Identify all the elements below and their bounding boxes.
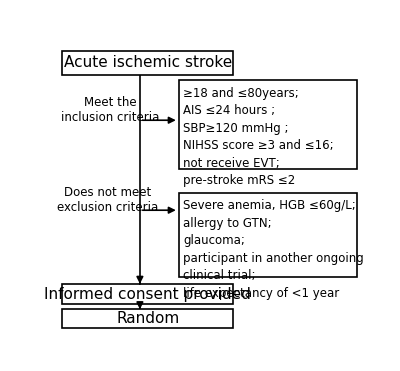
Text: Acute ischemic stroke: Acute ischemic stroke: [64, 55, 232, 70]
Text: ≥18 and ≤80years;
AIS ≤24 hours ;
SBP≥120 mmHg ;
NIHSS score ≥3 and ≤16;
not rec: ≥18 and ≤80years; AIS ≤24 hours ; SBP≥12…: [183, 86, 334, 187]
Text: Does not meet
exclusion criteria: Does not meet exclusion criteria: [57, 186, 158, 214]
FancyBboxPatch shape: [179, 80, 357, 169]
Text: Informed consent provided: Informed consent provided: [44, 287, 251, 302]
FancyBboxPatch shape: [62, 309, 233, 328]
Text: Random: Random: [116, 311, 179, 326]
FancyBboxPatch shape: [62, 51, 233, 75]
FancyBboxPatch shape: [179, 193, 357, 278]
Text: Severe anemia, HGB ≤60g/L;
allergy to GTN;
glaucoma;
participant in another ongo: Severe anemia, HGB ≤60g/L; allergy to GT…: [183, 199, 364, 300]
Text: Meet the
inclusion criteria: Meet the inclusion criteria: [61, 96, 160, 124]
FancyBboxPatch shape: [62, 284, 233, 305]
